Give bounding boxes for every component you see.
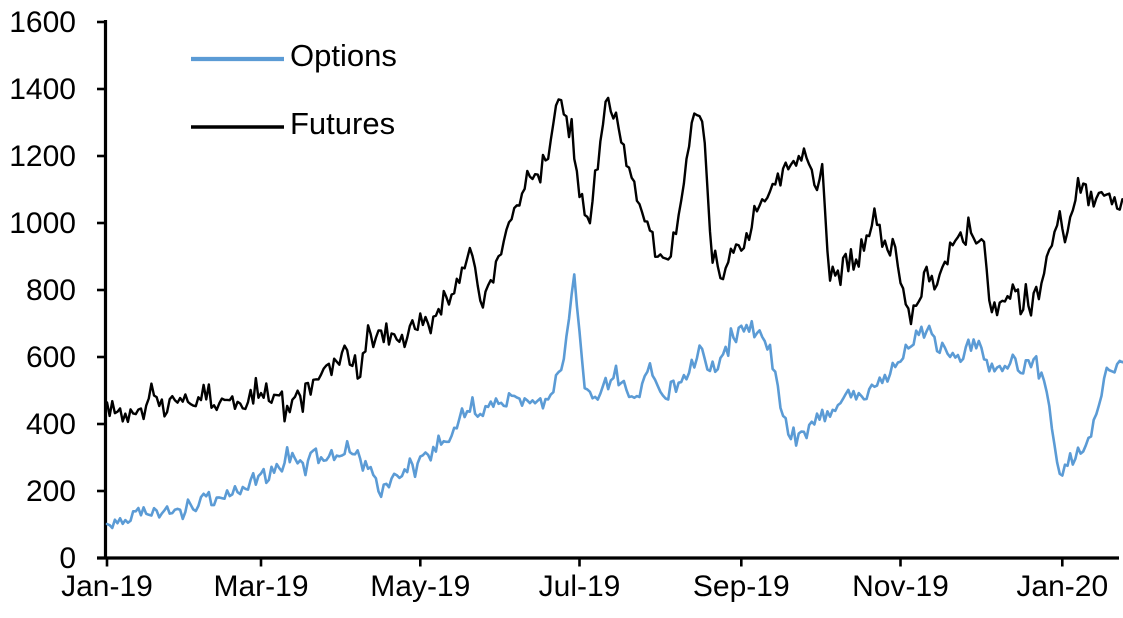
svg-text:800: 800 [26, 274, 76, 307]
svg-text:400: 400 [26, 408, 76, 441]
svg-text:Options: Options [290, 38, 397, 73]
svg-text:Jan-20: Jan-20 [1016, 570, 1108, 603]
svg-text:May-19: May-19 [370, 570, 470, 603]
svg-text:1400: 1400 [9, 73, 76, 106]
svg-text:Jul-19: Jul-19 [539, 570, 621, 603]
svg-text:200: 200 [26, 475, 76, 508]
svg-text:Mar-19: Mar-19 [213, 570, 308, 603]
svg-text:Futures: Futures [290, 106, 395, 141]
svg-text:1600: 1600 [9, 6, 76, 39]
svg-text:Jan-19: Jan-19 [61, 570, 153, 603]
svg-text:1000: 1000 [9, 207, 76, 240]
svg-text:Nov-19: Nov-19 [852, 570, 949, 603]
svg-text:Sep-19: Sep-19 [693, 570, 790, 603]
svg-text:1200: 1200 [9, 140, 76, 173]
svg-text:600: 600 [26, 341, 76, 374]
